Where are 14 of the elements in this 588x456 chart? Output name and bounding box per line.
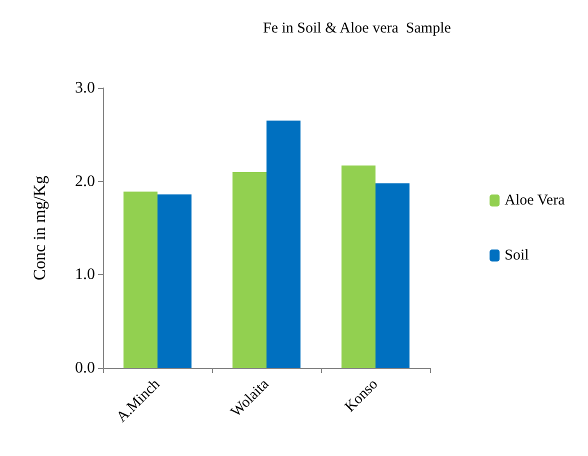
y-tick-label: 1.0 — [75, 266, 95, 284]
bar — [158, 194, 192, 368]
bar — [376, 183, 410, 368]
bar — [266, 120, 300, 368]
chart-title: Fe in Soil & Aloe vera Sample — [263, 20, 452, 36]
y-axis-title: Conc in mg/Kg — [30, 175, 49, 280]
y-tick-label: 0.0 — [75, 360, 95, 376]
legend-label: Soil — [504, 248, 529, 264]
bar — [342, 165, 376, 368]
y-tick-label: 3.0 — [75, 80, 95, 96]
bar — [124, 192, 158, 368]
legend-label: Aloe Vera — [504, 192, 566, 208]
bar — [232, 172, 266, 368]
y-tick-label: 2.0 — [75, 172, 95, 190]
